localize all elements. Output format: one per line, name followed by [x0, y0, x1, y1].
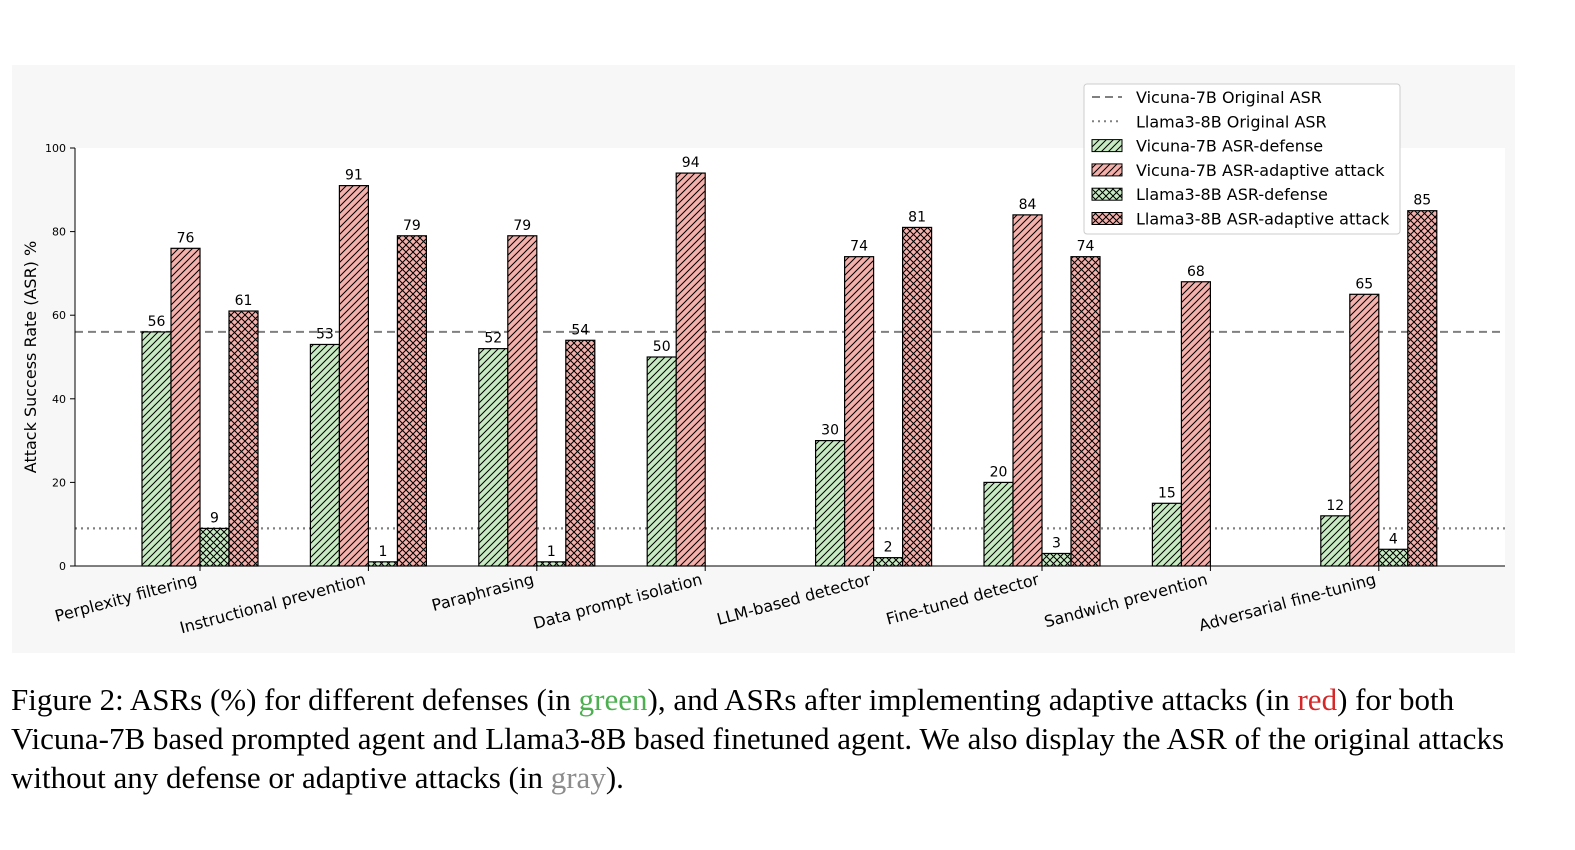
bar-hatch: [536, 561, 567, 567]
legend-label: Vicuna-7B ASR-adaptive attack: [1136, 161, 1385, 180]
data-label: 65: [1355, 276, 1373, 292]
data-label: 74: [850, 239, 868, 255]
bar-hatch: [141, 331, 172, 567]
data-label: 52: [484, 331, 502, 347]
legend-label: Llama3-8B ASR-adaptive attack: [1136, 210, 1390, 229]
data-label: 15: [1158, 485, 1176, 501]
bar-hatch: [1151, 502, 1183, 567]
y-tick-label: 0: [59, 560, 66, 573]
bar-hatch: [1180, 281, 1212, 567]
bar-hatch: [1378, 548, 1409, 567]
legend-label: Llama3-8B Original ASR: [1136, 112, 1327, 131]
data-label: 54: [571, 322, 589, 338]
data-label: 53: [316, 326, 334, 342]
bar-hatch: [565, 339, 596, 567]
bar-hatch: [1407, 210, 1438, 567]
legend-swatch-hatch: [1091, 163, 1123, 177]
bar-hatch: [1349, 293, 1380, 567]
data-label: 85: [1413, 193, 1431, 209]
bar-hatch: [814, 440, 846, 567]
bar-hatch: [646, 356, 677, 567]
bar-hatch: [1070, 256, 1101, 567]
data-label: 3: [1052, 535, 1061, 551]
bar-hatch: [309, 343, 340, 567]
data-label: 12: [1326, 498, 1344, 514]
bar-hatch: [872, 557, 904, 567]
bar-hatch: [1012, 214, 1043, 567]
data-label: 68: [1187, 264, 1205, 280]
bar-hatch: [396, 235, 427, 567]
bar-hatch: [901, 226, 933, 567]
legend-label: Vicuna-7B Original ASR: [1136, 88, 1322, 107]
caption-red-word: red: [1297, 682, 1338, 717]
data-label: 4: [1389, 531, 1398, 547]
data-label: 81: [908, 209, 926, 225]
caption-green-word: green: [578, 682, 648, 717]
legend-box: [1083, 83, 1401, 235]
caption-gray-word: gray: [550, 760, 606, 795]
bar-hatch: [228, 310, 259, 567]
bar-hatch: [1320, 515, 1351, 567]
y-tick-label: 80: [52, 226, 66, 239]
bar-hatch: [170, 247, 201, 567]
data-label: 20: [990, 464, 1008, 480]
figure-caption: Figure 2: ASRs (%) for different defense…: [11, 680, 1551, 797]
bar-hatch: [199, 527, 230, 567]
data-label: 9: [210, 510, 219, 526]
caption-prefix: Figure 2: ASRs (%) for different defense…: [11, 682, 579, 717]
data-label: 91: [345, 168, 363, 184]
legend: Vicuna-7B Original ASR Llama3-8B Original…: [1083, 83, 1401, 235]
bar-hatch: [338, 185, 369, 567]
legend-swatch-hatch: [1091, 139, 1123, 153]
data-label: 2: [884, 540, 893, 556]
data-label: 79: [403, 218, 421, 234]
y-tick-label: 60: [52, 309, 66, 322]
y-tick-label: 40: [52, 393, 66, 406]
bar-hatch: [675, 172, 706, 567]
bar-hatch: [478, 348, 509, 567]
bar-hatch: [507, 235, 538, 567]
data-label: 76: [177, 230, 195, 246]
data-label: 56: [148, 314, 166, 330]
data-label: 1: [547, 544, 556, 560]
data-label: 30: [821, 423, 839, 439]
legend-label: Vicuna-7B ASR-defense: [1136, 137, 1323, 156]
bar-hatch: [843, 256, 875, 567]
y-tick-label: 100: [45, 142, 66, 155]
y-axis-label: Attack Success Rate (ASR) %: [21, 241, 40, 473]
caption-middle2: ) for both Vicuna-7B based prompted agen…: [11, 682, 1505, 795]
caption-suffix: ).: [605, 760, 624, 795]
legend-swatch-hatch: [1091, 212, 1123, 225]
bar-hatch: [983, 481, 1014, 567]
data-label: 61: [235, 293, 253, 309]
data-label: 74: [1077, 239, 1095, 255]
data-label: 1: [378, 544, 387, 560]
data-label: 50: [653, 339, 671, 355]
y-tick-label: 20: [52, 476, 66, 489]
bar-hatch: [367, 561, 398, 567]
data-label: 94: [682, 155, 700, 171]
caption-middle: ), and ASRs after implementing adaptive …: [647, 682, 1298, 717]
legend-swatch-hatch: [1091, 187, 1123, 201]
data-label: 79: [513, 218, 531, 234]
bar-hatch: [1041, 552, 1072, 567]
data-label: 84: [1019, 197, 1037, 213]
legend-label: Llama3-8B ASR-defense: [1136, 185, 1328, 204]
